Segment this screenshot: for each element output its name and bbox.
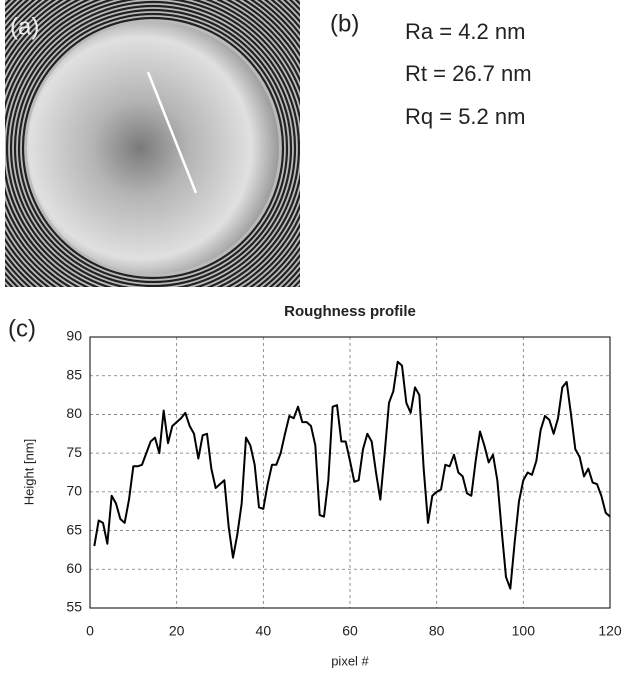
x-tick-label: 120 — [598, 623, 622, 639]
roughness-value: Rq = 5.2 nm — [405, 104, 525, 129]
x-tick-label: 0 — [86, 623, 94, 639]
y-axis-label: Height [nm] — [21, 439, 36, 505]
page: {"panels": { "a": {"label": "(a)"}, "b":… — [0, 0, 625, 675]
figure: (a) (b) Ra = 4.2 nm Rt = 26.7 nm Rq = 5.… — [0, 0, 625, 675]
y-tick-label: 65 — [66, 521, 82, 537]
x-tick-label: 100 — [512, 623, 536, 639]
panel-label: (c) — [8, 315, 36, 342]
panel-label: (b) — [330, 10, 359, 37]
roughness-value: Rt = 26.7 nm — [405, 61, 532, 86]
panel-label: (a) — [10, 13, 39, 40]
y-tick-label: 70 — [66, 483, 82, 499]
x-tick-label: 40 — [256, 623, 272, 639]
y-tick-label: 90 — [66, 328, 82, 344]
y-tick-label: 75 — [66, 444, 82, 460]
roughness-value: Ra = 4.2 nm — [405, 19, 525, 44]
x-tick-label: 20 — [169, 623, 185, 639]
y-tick-label: 60 — [66, 560, 82, 576]
profile-line — [94, 362, 610, 589]
aperture — [27, 22, 279, 274]
y-tick-label: 55 — [66, 599, 82, 615]
y-tick-label: 85 — [66, 366, 82, 382]
x-axis-label: pixel # — [331, 653, 369, 668]
y-tick-label: 80 — [66, 405, 82, 421]
x-tick-label: 60 — [342, 623, 358, 639]
chart-title: Roughness profile — [284, 303, 416, 320]
x-tick-label: 80 — [429, 623, 445, 639]
